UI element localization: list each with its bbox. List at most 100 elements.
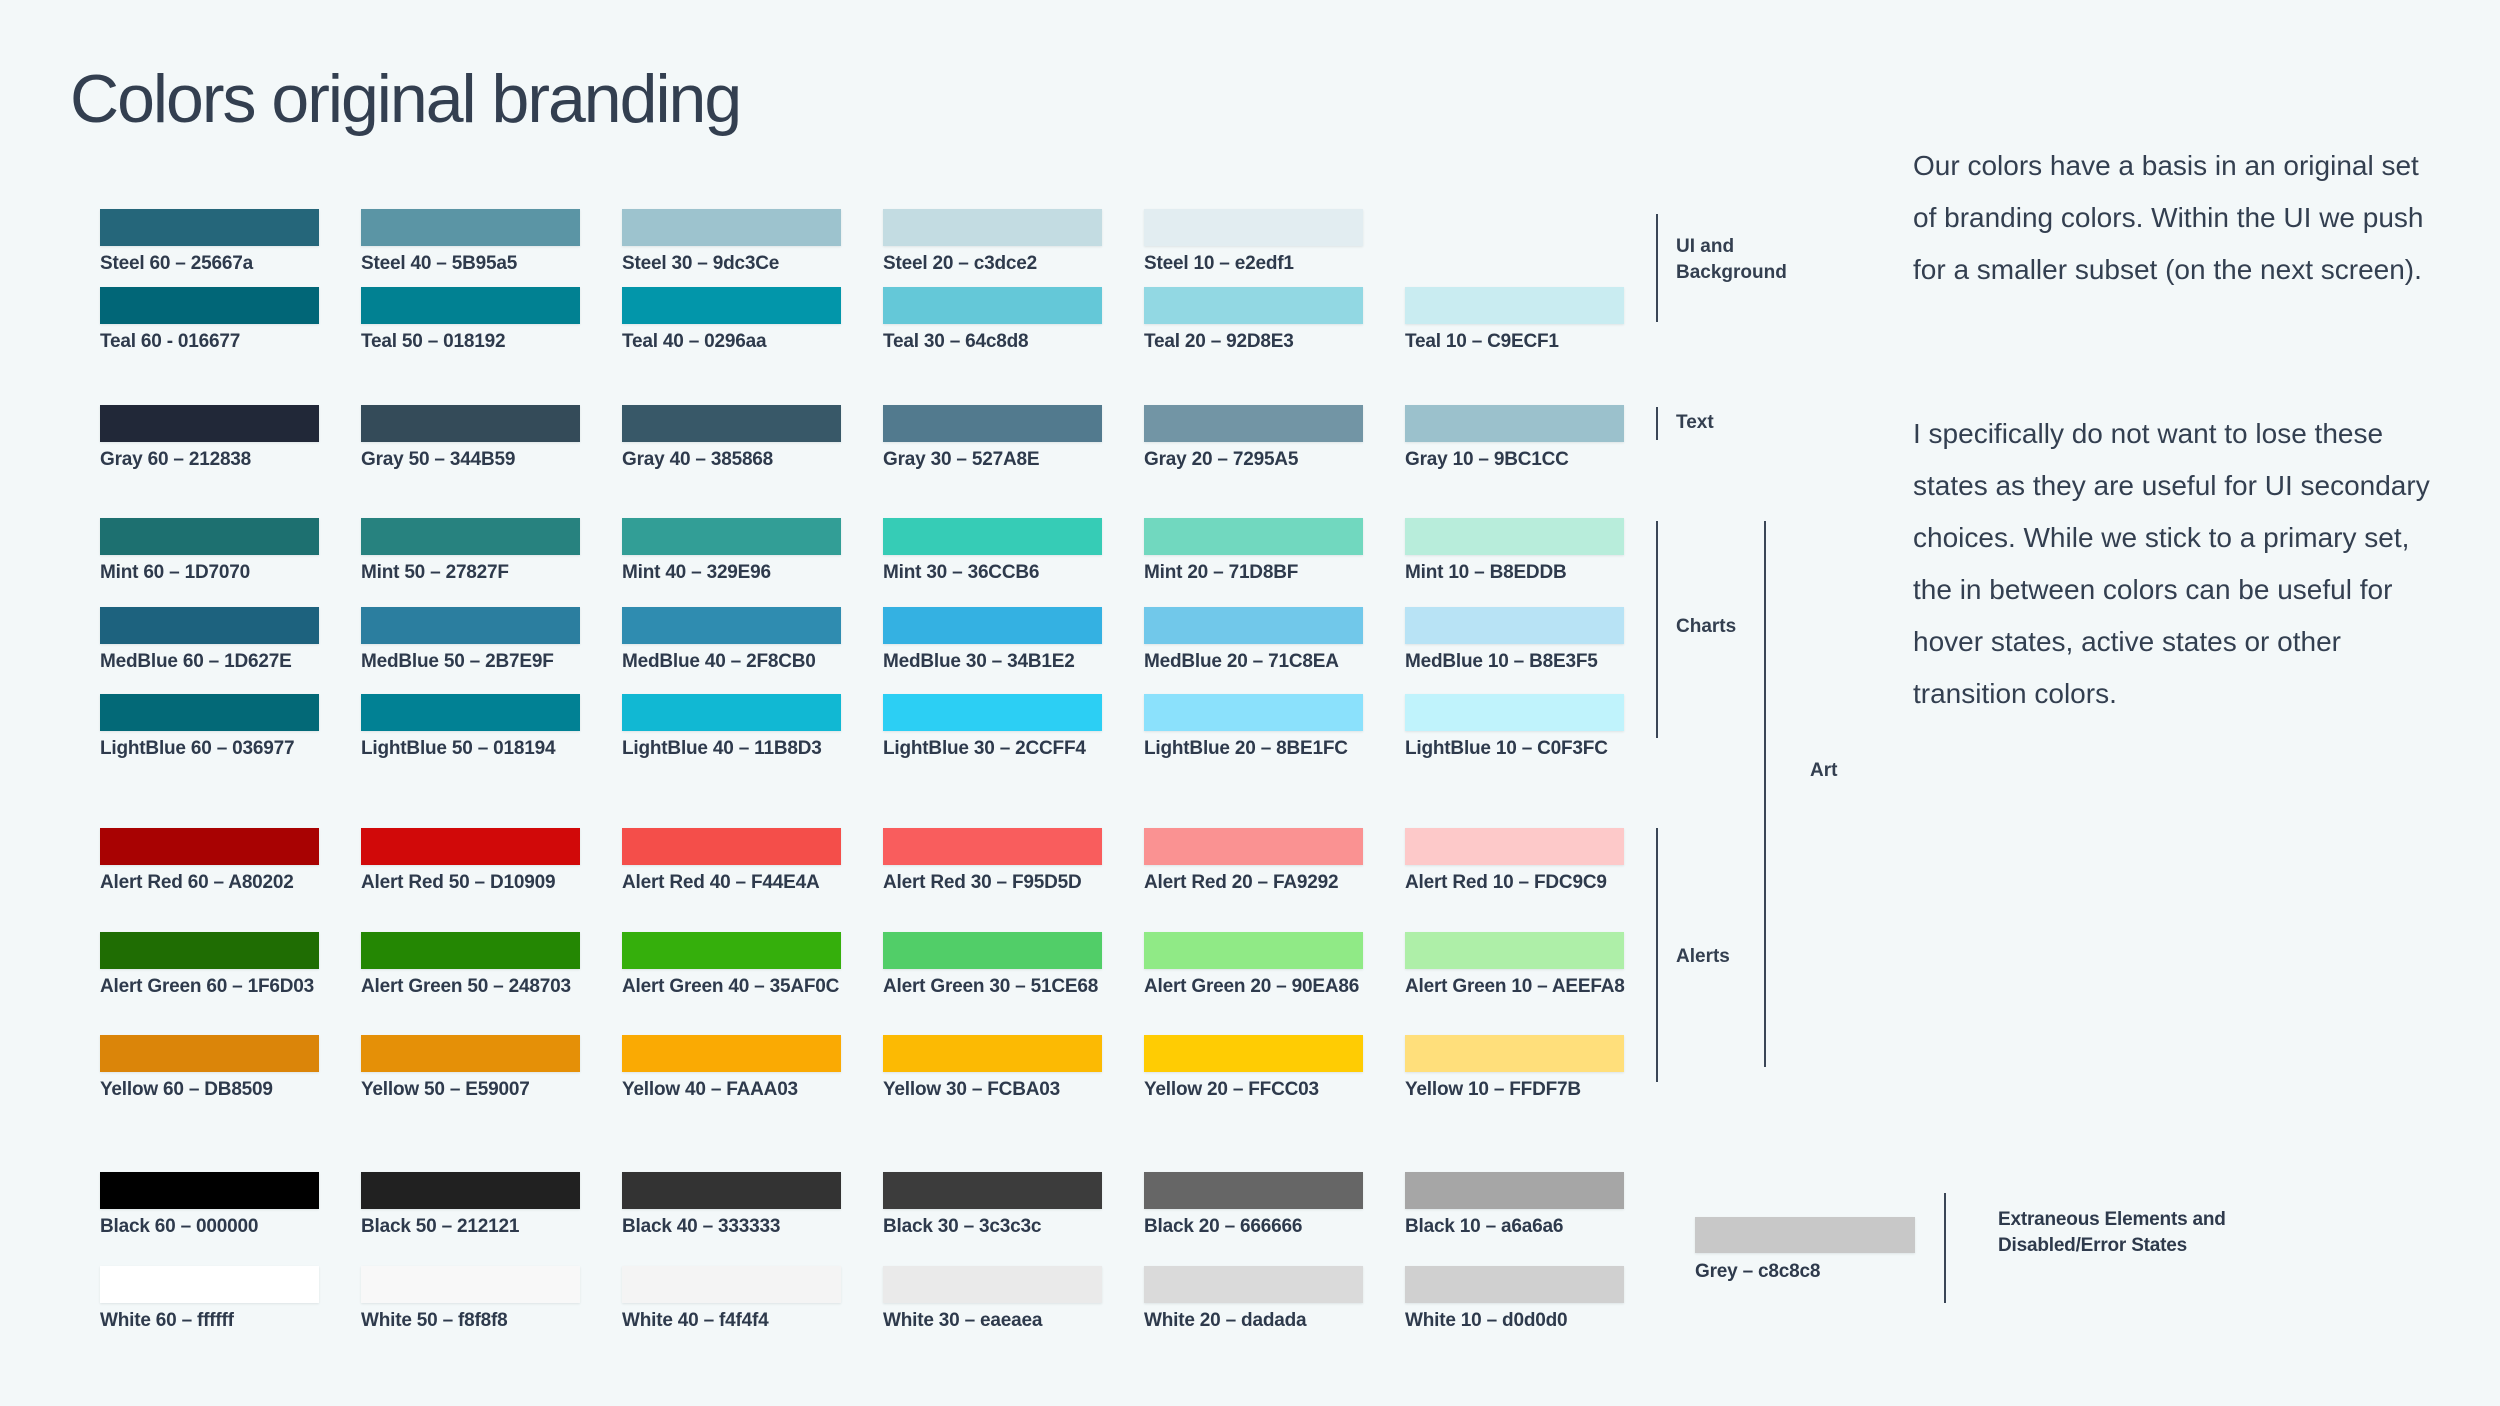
- swatch-label-teal-3: Teal 30 – 64c8d8: [883, 331, 1029, 352]
- swatch-label-steel-1: Steel 40 – 5B95a5: [361, 253, 518, 274]
- group-label-art: Art: [1810, 760, 1838, 781]
- swatch-gray-4: [1144, 405, 1363, 442]
- swatch-white-2: [622, 1266, 841, 1303]
- swatch-label-alert-green-0: Alert Green 60 – 1F6D03: [100, 976, 315, 997]
- swatch-white-3: [883, 1266, 1102, 1303]
- swatch-alert-green-5: [1405, 932, 1624, 969]
- swatch-steel-0: [100, 209, 319, 246]
- swatch-teal-5: [1405, 287, 1624, 324]
- swatch-medblue-2: [622, 607, 841, 644]
- swatch-teal-1: [361, 287, 580, 324]
- swatch-label-white-0: White 60 – ffffff: [100, 1310, 234, 1331]
- swatch-gray-2: [622, 405, 841, 442]
- swatch-white-1: [361, 1266, 580, 1303]
- description-paragraph-2: I specifically do not want to lose these…: [1913, 418, 2430, 709]
- swatch-lightblue-3: [883, 694, 1102, 731]
- swatch-label-mint-3: Mint 30 – 36CCB6: [883, 562, 1040, 583]
- swatch-grey: [1695, 1217, 1915, 1253]
- swatch-label-mint-1: Mint 50 – 27827F: [361, 562, 509, 583]
- swatch-label-yellow-0: Yellow 60 – DB8509: [100, 1079, 273, 1100]
- swatch-yellow-4: [1144, 1035, 1363, 1072]
- swatch-label-medblue-4: MedBlue 20 – 71C8EA: [1144, 651, 1339, 672]
- swatch-mint-0: [100, 518, 319, 555]
- swatch-gray-3: [883, 405, 1102, 442]
- swatch-label-medblue-5: MedBlue 10 – B8E3F5: [1405, 651, 1598, 672]
- swatch-alert-green-3: [883, 932, 1102, 969]
- swatch-mint-2: [622, 518, 841, 555]
- swatch-label-black-4: Black 20 – 666666: [1144, 1216, 1303, 1237]
- swatch-label-teal-0: Teal 60 - 016677: [100, 331, 241, 352]
- swatch-label-yellow-4: Yellow 20 – FFCC03: [1144, 1079, 1319, 1100]
- swatch-teal-4: [1144, 287, 1363, 324]
- swatch-mint-5: [1405, 518, 1624, 555]
- swatch-alert-red-5: [1405, 828, 1624, 865]
- swatch-label-teal-4: Teal 20 – 92D8E3: [1144, 331, 1294, 352]
- swatch-alert-red-0: [100, 828, 319, 865]
- extraneous-note-line-2: Disabled/Error States: [1998, 1235, 2188, 1256]
- swatch-white-4: [1144, 1266, 1363, 1303]
- swatch-black-3: [883, 1172, 1102, 1209]
- swatch-medblue-1: [361, 607, 580, 644]
- swatch-gray-1: [361, 405, 580, 442]
- swatch-yellow-5: [1405, 1035, 1624, 1072]
- swatch-black-1: [361, 1172, 580, 1209]
- swatch-label-mint-2: Mint 40 – 329E96: [622, 562, 771, 583]
- ui-background-bracket-line: [1656, 214, 1658, 322]
- swatch-label-steel-4: Steel 10 – e2edf1: [1144, 253, 1294, 274]
- swatch-label-gray-1: Gray 50 – 344B59: [361, 449, 516, 470]
- swatch-label-yellow-5: Yellow 10 – FFDF7B: [1405, 1079, 1581, 1100]
- swatch-label-black-0: Black 60 – 000000: [100, 1216, 259, 1237]
- swatch-label-gray-0: Gray 60 – 212838: [100, 449, 252, 470]
- swatch-label-lightblue-2: LightBlue 40 – 11B8D3: [622, 738, 822, 759]
- swatch-gray-5: [1405, 405, 1624, 442]
- swatch-alert-red-2: [622, 828, 841, 865]
- swatch-label-lightblue-4: LightBlue 20 – 8BE1FC: [1144, 738, 1348, 759]
- swatch-alert-green-2: [622, 932, 841, 969]
- swatch-label-white-3: White 30 – eaeaea: [883, 1310, 1043, 1331]
- swatch-yellow-1: [361, 1035, 580, 1072]
- swatch-medblue-3: [883, 607, 1102, 644]
- swatch-yellow-2: [622, 1035, 841, 1072]
- swatch-label-alert-red-2: Alert Red 40 – F44E4A: [622, 872, 820, 893]
- swatch-label-white-5: White 10 – d0d0d0: [1405, 1310, 1568, 1331]
- art-bracket-line: [1764, 521, 1766, 1067]
- swatch-medblue-4: [1144, 607, 1363, 644]
- text-bracket-line: [1656, 407, 1658, 440]
- swatch-label-medblue-2: MedBlue 40 – 2F8CB0: [622, 651, 816, 672]
- swatch-white-5: [1405, 1266, 1624, 1303]
- swatch-alert-green-4: [1144, 932, 1363, 969]
- swatch-label-gray-3: Gray 30 – 527A8E: [883, 449, 1040, 470]
- swatch-label-black-1: Black 50 – 212121: [361, 1216, 520, 1237]
- swatch-alert-red-4: [1144, 828, 1363, 865]
- swatch-label-teal-2: Teal 40 – 0296aa: [622, 331, 767, 352]
- swatch-label-alert-red-1: Alert Red 50 – D10909: [361, 872, 556, 893]
- swatch-label-alert-red-0: Alert Red 60 – A80202: [100, 872, 294, 893]
- extraneous-divider-line: [1944, 1193, 1946, 1303]
- swatch-gray-0: [100, 405, 319, 442]
- swatch-alert-red-3: [883, 828, 1102, 865]
- charts-bracket-line: [1656, 521, 1658, 738]
- swatch-steel-2: [622, 209, 841, 246]
- swatch-black-4: [1144, 1172, 1363, 1209]
- group-label-charts: Charts: [1676, 616, 1737, 637]
- swatch-label-yellow-3: Yellow 30 – FCBA03: [883, 1079, 1060, 1100]
- swatch-label-gray-5: Gray 10 – 9BC1CC: [1405, 449, 1569, 470]
- swatch-alert-green-1: [361, 932, 580, 969]
- alerts-bracket-line: [1656, 828, 1658, 1082]
- swatch-label-gray-2: Gray 40 – 385868: [622, 449, 774, 470]
- swatch-white-0: [100, 1266, 319, 1303]
- extraneous-note-line-1: Extraneous Elements and: [1998, 1209, 2226, 1230]
- group-label-ui-background: UI and Background: [1676, 236, 1787, 283]
- swatch-label-white-2: White 40 – f4f4f4: [622, 1310, 769, 1331]
- page-title: Colors original branding: [70, 61, 742, 137]
- swatch-label-steel-0: Steel 60 – 25667a: [100, 253, 253, 274]
- swatch-label-gray-4: Gray 20 – 7295A5: [1144, 449, 1299, 470]
- swatch-label-steel-2: Steel 30 – 9dc3Ce: [622, 253, 780, 274]
- swatch-black-0: [100, 1172, 319, 1209]
- swatch-label-teal-5: Teal 10 – C9ECF1: [1405, 331, 1559, 352]
- swatch-lightblue-5: [1405, 694, 1624, 731]
- swatch-yellow-0: [100, 1035, 319, 1072]
- swatch-mint-1: [361, 518, 580, 555]
- swatch-label-lightblue-0: LightBlue 60 – 036977: [100, 738, 295, 759]
